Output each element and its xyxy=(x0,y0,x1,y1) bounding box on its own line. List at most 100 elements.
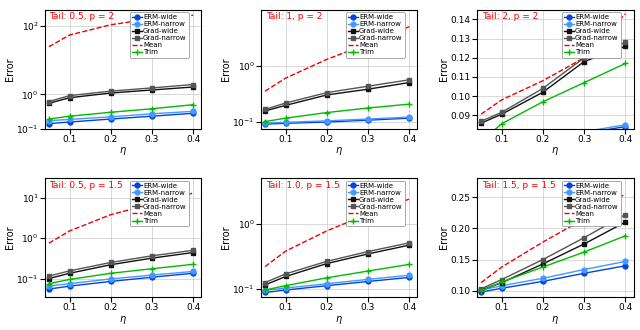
Mean xyxy=(498,265,506,269)
Grad-narrow xyxy=(539,86,547,90)
Grad-narrow xyxy=(148,86,156,90)
Line: ERM-wide: ERM-wide xyxy=(479,263,628,294)
X-axis label: $\eta$: $\eta$ xyxy=(552,314,559,326)
ERM-narrow xyxy=(621,259,629,263)
Line: ERM-narrow: ERM-narrow xyxy=(479,122,628,144)
Grad-wide xyxy=(66,271,74,275)
Grad-narrow xyxy=(405,78,413,82)
Line: Grad-narrow: Grad-narrow xyxy=(479,212,628,291)
ERM-wide xyxy=(45,121,52,125)
ERM-narrow xyxy=(580,130,588,134)
ERM-wide xyxy=(323,284,331,288)
Mean xyxy=(148,202,156,206)
Line: Grad-wide: Grad-wide xyxy=(47,84,196,106)
Text: Tail: 2, p = 2: Tail: 2, p = 2 xyxy=(482,12,538,21)
Grad-narrow xyxy=(364,84,372,88)
Trim xyxy=(107,110,115,114)
Grad-wide xyxy=(148,88,156,92)
ERM-narrow xyxy=(45,119,52,123)
Line: Grad-narrow: Grad-narrow xyxy=(47,82,196,104)
Trim xyxy=(282,284,289,288)
Trim xyxy=(364,106,372,110)
ERM-narrow xyxy=(498,138,506,142)
Grad-wide xyxy=(621,44,629,48)
Grad-wide xyxy=(477,288,485,292)
Grad-narrow xyxy=(148,254,156,258)
Grad-wide xyxy=(364,87,372,91)
Trim xyxy=(261,119,269,123)
ERM-narrow xyxy=(66,281,74,285)
Trim xyxy=(539,265,547,269)
Line: Mean: Mean xyxy=(49,15,193,47)
ERM-wide xyxy=(261,290,269,294)
Grad-wide xyxy=(621,220,629,224)
Trim xyxy=(477,289,485,293)
ERM-wide xyxy=(539,280,547,283)
Grad-narrow xyxy=(323,259,331,263)
Legend: ERM-wide, ERM-narrow, Grad-wide, Grad-narrow, Mean, Trim: ERM-wide, ERM-narrow, Grad-wide, Grad-na… xyxy=(130,12,189,57)
Grad-wide xyxy=(323,262,331,266)
Mean xyxy=(477,280,485,284)
ERM-wide xyxy=(107,280,115,283)
Y-axis label: Error: Error xyxy=(439,57,449,81)
Y-axis label: Error: Error xyxy=(5,226,15,249)
Text: Tail: 1.5, p = 1.5: Tail: 1.5, p = 1.5 xyxy=(482,181,556,190)
Mean xyxy=(405,25,413,29)
Mean xyxy=(323,229,331,233)
Line: ERM-wide: ERM-wide xyxy=(47,271,196,291)
ERM-narrow xyxy=(261,121,269,125)
Grad-narrow xyxy=(282,101,289,105)
Trim xyxy=(621,234,629,238)
Grad-wide xyxy=(45,277,52,280)
Line: ERM-wide: ERM-wide xyxy=(47,111,196,126)
ERM-narrow xyxy=(148,112,156,116)
Trim xyxy=(148,107,156,111)
Line: ERM-narrow: ERM-narrow xyxy=(262,115,412,125)
Grad-narrow xyxy=(580,56,588,60)
Grad-narrow xyxy=(621,213,629,216)
ERM-wide xyxy=(405,116,413,120)
ERM-wide xyxy=(189,111,197,115)
Text: Tail: 0.5, p = 1.5: Tail: 0.5, p = 1.5 xyxy=(49,181,124,190)
Mean xyxy=(580,217,588,221)
Line: ERM-narrow: ERM-narrow xyxy=(47,109,196,123)
ERM-wide xyxy=(580,271,588,275)
Line: Grad-wide: Grad-wide xyxy=(47,250,196,281)
Grad-wide xyxy=(539,262,547,266)
Grad-wide xyxy=(580,60,588,64)
Line: Grad-narrow: Grad-narrow xyxy=(262,77,412,112)
ERM-narrow xyxy=(621,123,629,127)
Mean xyxy=(621,192,629,196)
ERM-wide xyxy=(148,275,156,279)
Line: Trim: Trim xyxy=(478,233,628,294)
Mean xyxy=(107,213,115,216)
Grad-wide xyxy=(405,243,413,247)
Legend: ERM-wide, ERM-narrow, Grad-wide, Grad-narrow, Mean, Trim: ERM-wide, ERM-narrow, Grad-wide, Grad-na… xyxy=(130,181,189,226)
Grad-wide xyxy=(323,93,331,97)
Grad-wide xyxy=(477,121,485,125)
ERM-narrow xyxy=(107,115,115,119)
Trim xyxy=(405,102,413,106)
Grad-wide xyxy=(498,112,506,116)
Trim xyxy=(539,100,547,104)
Mean xyxy=(66,33,74,37)
Y-axis label: Error: Error xyxy=(439,226,449,249)
Mean xyxy=(539,240,547,244)
Line: Trim: Trim xyxy=(478,60,628,145)
ERM-wide xyxy=(364,280,372,283)
Line: ERM-wide: ERM-wide xyxy=(479,124,628,145)
Line: Trim: Trim xyxy=(46,261,196,287)
Y-axis label: Error: Error xyxy=(5,57,15,81)
Trim xyxy=(323,276,331,280)
Grad-wide xyxy=(282,275,289,279)
Grad-wide xyxy=(261,109,269,113)
Grad-wide xyxy=(107,263,115,267)
Trim xyxy=(323,111,331,115)
ERM-narrow xyxy=(261,288,269,292)
Trim xyxy=(282,116,289,120)
Grad-narrow xyxy=(107,89,115,93)
Text: Tail: 1.0, p = 1.5: Tail: 1.0, p = 1.5 xyxy=(266,181,339,190)
Grad-narrow xyxy=(323,91,331,95)
ERM-narrow xyxy=(477,140,485,144)
Grad-narrow xyxy=(189,248,197,252)
